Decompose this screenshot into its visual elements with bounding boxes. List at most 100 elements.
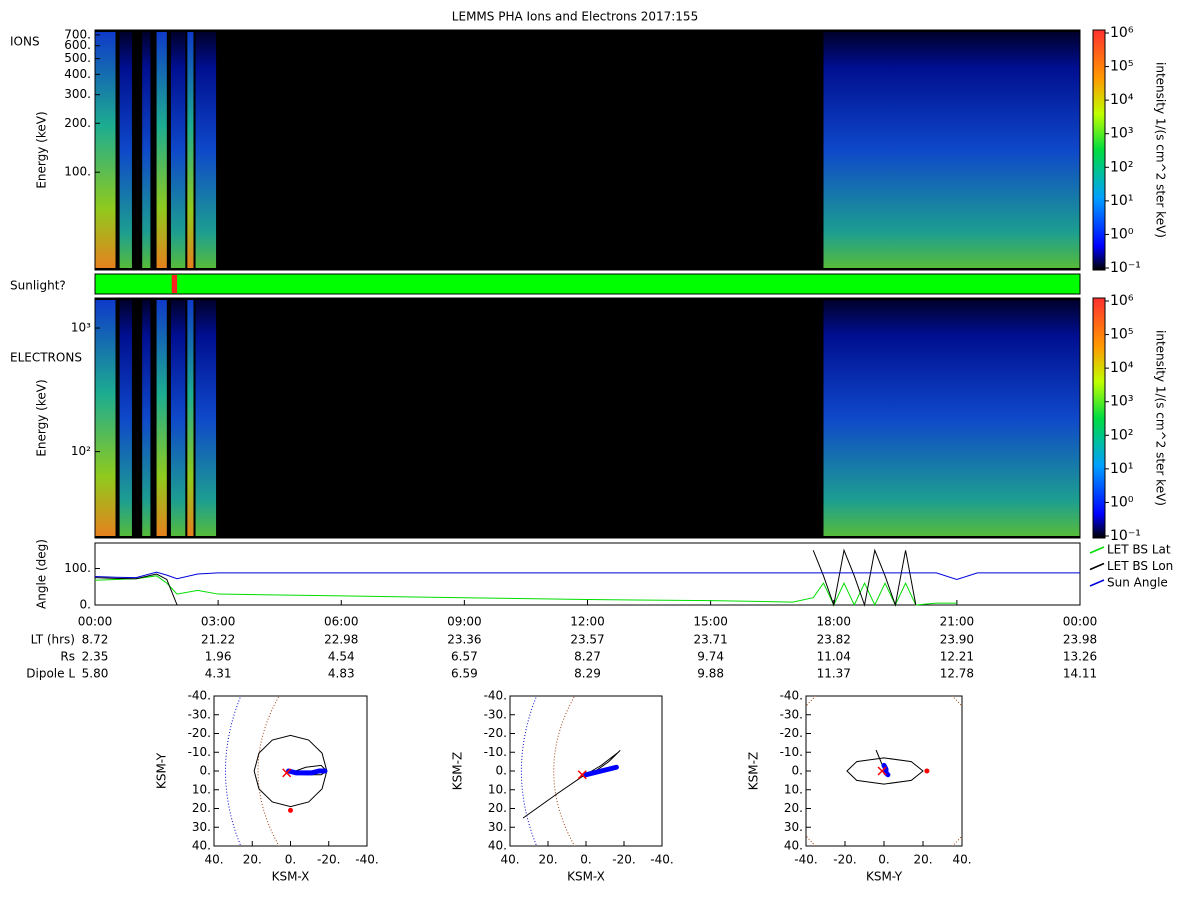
plot-frame (94, 29, 1081, 271)
y-tick-label: -30. (780, 707, 803, 721)
colorbar (1092, 297, 1106, 539)
y-tick-label: -10. (780, 745, 803, 759)
x-tick-label: 21:00 (940, 615, 975, 629)
y-axis-label: Angle (deg) (35, 539, 49, 609)
colorbar-label: intensity 1/(s cm^2 ster keV) (1154, 330, 1168, 506)
x-axis-label: KSM-X (272, 870, 310, 884)
colorbar-tick-label: 10⁵ (1110, 327, 1133, 343)
ephemeris-value: 8.27 (574, 650, 601, 664)
ephemeris-value: 9.74 (697, 650, 724, 664)
ephemeris-value: 4.31 (205, 667, 232, 681)
marker-dot (924, 768, 930, 774)
y-tick-label: -10. (188, 745, 211, 759)
y-tick-label: 20. (784, 801, 803, 815)
y-tick-label: -30. (188, 707, 211, 721)
y-tick-label: -40. (188, 689, 211, 703)
x-tick-label: 0. (580, 853, 591, 867)
y-tick-label: 10² (71, 444, 91, 458)
boundary (520, 696, 538, 846)
ephemeris-value: 2.35 (82, 650, 109, 664)
sunlight-label: Sunlight? (10, 279, 66, 293)
y-axis-label: Energy (keV) (35, 111, 49, 188)
colorbar-tick-label: 10² (1110, 159, 1133, 175)
orbit-path (846, 757, 924, 785)
plot-content (520, 696, 621, 846)
orbit-segment (583, 764, 619, 778)
colorbar-tick-label: 10⁻¹ (1110, 528, 1141, 544)
plot-frame (94, 297, 1081, 539)
orbit-segment (286, 768, 328, 776)
colorbar-tick-label: 10⁴ (1110, 92, 1134, 108)
colorbar-tick-label: 10² (1110, 427, 1133, 443)
y-tick-label: 700. (64, 27, 91, 41)
legend-swatch (1089, 579, 1105, 587)
x-axis-label: KSM-X (567, 870, 605, 884)
ephemeris-value: 23.90 (940, 633, 974, 647)
y-tick-label: 40. (488, 839, 507, 853)
marker-cross (577, 770, 587, 780)
ephemeris-value: 23.71 (693, 633, 727, 647)
spectrogram-image (156, 300, 167, 536)
x-tick-label: 20. (538, 853, 557, 867)
colorbar-tick-label: 10¹ (1110, 193, 1133, 209)
x-tick-label: 0. (285, 853, 296, 867)
spectrogram-image (156, 32, 167, 268)
ephemeris-value: 14.11 (1063, 667, 1097, 681)
colorbar-tick-label: 10³ (1110, 126, 1133, 142)
y-tick-label: 20. (192, 801, 211, 815)
x-tick-label: -40. (794, 853, 817, 867)
spectrogram-image (170, 32, 186, 268)
spectrogram-image (170, 300, 186, 536)
sunlight-bar (94, 273, 1081, 295)
plot-frame (94, 542, 1081, 606)
ephemeris-value: 8.72 (82, 633, 109, 647)
series-line (94, 548, 917, 607)
ephemeris-value: 1.96 (205, 650, 232, 664)
legend-label: LET BS Lat (1107, 543, 1171, 557)
spectrogram-image (195, 32, 217, 268)
y-tick-label: 10. (192, 782, 211, 796)
spectrogram-image (195, 300, 217, 536)
ephemeris-label: LT (hrs) (31, 633, 75, 647)
spectrogram-image (823, 32, 1080, 268)
spectrogram-image (119, 300, 132, 536)
colorbar-tick-label: 10⁻¹ (1110, 260, 1141, 276)
ephemeris-value: 22.98 (324, 633, 358, 647)
y-tick-label: -20. (484, 726, 507, 740)
x-tick-label: 15:00 (693, 615, 728, 629)
boundary (257, 696, 280, 846)
y-axis-label: KSM-Y (155, 752, 169, 789)
colorbar-tick-label: 10⁵ (1110, 59, 1133, 75)
y-tick-label: 10³ (71, 321, 91, 335)
y-tick-label: 10. (488, 782, 507, 796)
y-tick-label: 30. (488, 820, 507, 834)
spectrogram-image (187, 32, 194, 268)
x-tick-label: 06:00 (324, 615, 359, 629)
colorbar (1092, 29, 1106, 271)
panel-label: ELECTRONS (10, 351, 82, 365)
boundary (553, 696, 576, 846)
y-tick-label: 100. (64, 561, 91, 575)
ephemeris-value: 11.04 (817, 650, 851, 664)
y-tick-label: 600. (64, 38, 91, 52)
marker-cross (877, 766, 887, 776)
colorbar-tick-label: 10⁶ (1110, 293, 1134, 309)
panel-label: IONS (10, 35, 40, 49)
x-tick-label: 00:00 (78, 615, 113, 629)
y-tick-label: 40. (192, 839, 211, 853)
x-tick-label: 18:00 (816, 615, 851, 629)
x-tick-label: 12:00 (570, 615, 605, 629)
figure-title: LEMMS PHA Ions and Electrons 2017:155 (452, 10, 698, 24)
x-tick-label: 03:00 (201, 615, 236, 629)
marker-dot (288, 807, 293, 813)
x-tick-label: 20. (913, 853, 932, 867)
orbit-path (522, 750, 621, 819)
ephemeris-value: 13.26 (1063, 650, 1097, 664)
ephemeris-value: 6.59 (451, 667, 478, 681)
y-tick-label: -30. (484, 707, 507, 721)
legend-swatch (1089, 546, 1105, 554)
colorbar-tick-label: 10⁰ (1110, 494, 1134, 510)
y-tick-label: 40. (784, 839, 803, 853)
colorbar-label: intensity 1/(s cm^2 ster keV) (1154, 62, 1168, 238)
spectrogram-image (142, 300, 151, 536)
